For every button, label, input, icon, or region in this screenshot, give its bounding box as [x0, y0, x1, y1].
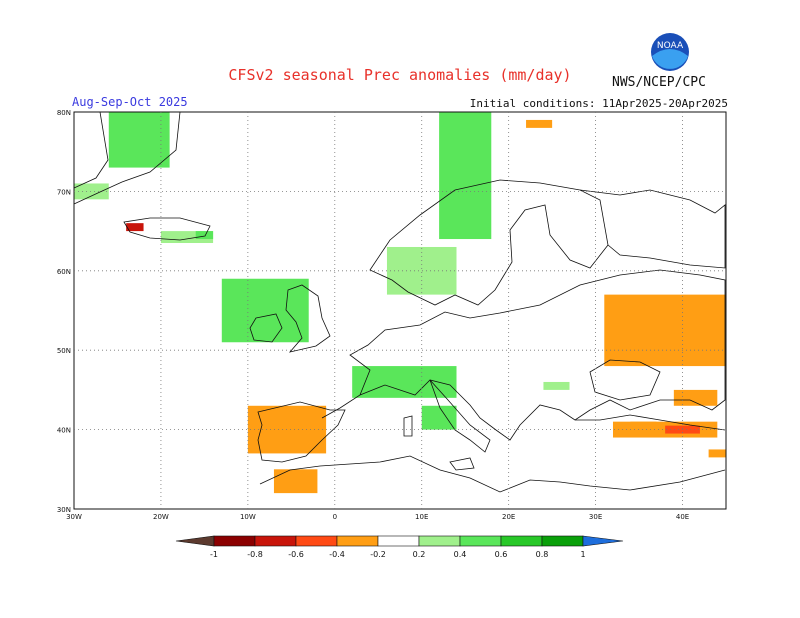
forecast-period: Aug-Sep-Oct 2025: [72, 95, 188, 109]
colorbar-high-arrow: [582, 535, 624, 547]
lon-label: 30W: [66, 513, 82, 521]
colorbar: -1 -0.8 -0.6 -0.4 -0.2 0.2 0.4 0.6 0.8 1: [175, 535, 624, 559]
colorbar-swatch: [295, 535, 338, 547]
lon-label: 20W: [153, 513, 169, 521]
colorbar-low-arrow: [175, 535, 215, 547]
longitude-labels: 30W 20W 10W 0 10E 20E 30E 40E: [66, 513, 689, 521]
anomaly-cell: [421, 405, 457, 430]
map-frame: [73, 111, 727, 510]
anomaly-cell: [108, 112, 170, 168]
anomaly-layer: [74, 112, 726, 494]
colorbar-swatch: [377, 535, 420, 547]
colorbar-tick-label: 1: [580, 550, 585, 559]
anomaly-cell: [160, 231, 214, 244]
colorbar-tick-label: 0.4: [454, 550, 467, 559]
lat-label: 30N: [57, 506, 71, 514]
lat-label: 70N: [57, 188, 71, 196]
lon-label: 10W: [240, 513, 256, 521]
colorbar-tick-label: 0.8: [536, 550, 549, 559]
colorbar-tick-label: -0.4: [329, 550, 345, 559]
colorbar-swatch: [336, 535, 379, 547]
colorbar-tick-label: 0.2: [413, 550, 426, 559]
anomaly-cell: [273, 469, 318, 494]
gridlines: [74, 112, 726, 509]
colorbar-swatch: [213, 535, 256, 547]
anomaly-cell: [543, 381, 570, 390]
colorbar-tick-label: -0.6: [288, 550, 304, 559]
initial-conditions: Initial conditions: 11Apr2025-20Apr2025: [469, 97, 728, 110]
noaa-logo-text: NOAA: [657, 41, 684, 51]
anomaly-cell: [708, 449, 726, 458]
lat-label: 60N: [57, 268, 71, 276]
colorbar-tick-label: -0.2: [370, 550, 386, 559]
latitude-labels: 80N 70N 60N 50N 40N 30N: [57, 109, 71, 514]
noaa-logo-icon: NOAA: [650, 32, 690, 72]
anomaly-cell: [630, 421, 657, 430]
colorbar-swatch: [418, 535, 461, 547]
anomaly-cell: [352, 366, 457, 398]
anomaly-cell: [195, 231, 214, 240]
map-title: CFSv2 seasonal Prec anomalies (mm/day): [228, 66, 572, 84]
colorbar-swatch: [459, 535, 502, 547]
colorbar-tick-label: -0.8: [247, 550, 263, 559]
anomaly-cell: [673, 389, 718, 406]
anomaly-cell: [604, 294, 726, 367]
anomaly-cell: [126, 223, 144, 232]
lat-label: 50N: [57, 347, 71, 355]
colorbar-swatch: [500, 535, 543, 547]
lat-label: 40N: [57, 427, 71, 435]
lon-label: 30E: [589, 513, 602, 521]
lat-label: 80N: [57, 109, 71, 117]
agency-label: NWS/NCEP/CPC: [612, 75, 706, 90]
anomaly-cell: [526, 119, 553, 128]
colorbar-swatch: [541, 535, 584, 547]
anomaly-cell: [439, 112, 492, 240]
anomaly-cell: [74, 183, 109, 200]
coastlines: [73, 111, 726, 493]
lon-label: 20E: [502, 513, 515, 521]
lon-label: 40E: [676, 513, 689, 521]
lon-label: 10E: [415, 513, 428, 521]
anomaly-cell: [221, 278, 309, 343]
lon-label: 0: [333, 513, 337, 521]
colorbar-swatch: [254, 535, 297, 547]
colorbar-tick-label: -1: [210, 550, 218, 559]
colorbar-tick-label: 0.6: [495, 550, 508, 559]
